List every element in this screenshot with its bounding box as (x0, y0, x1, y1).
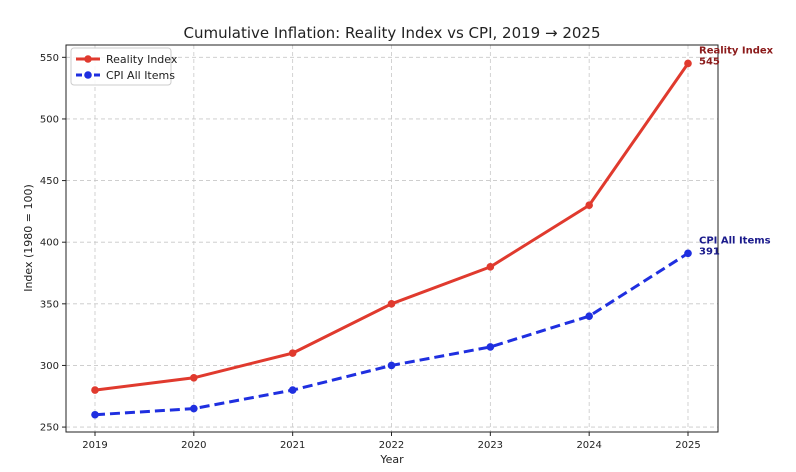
data-point-reality-index-2023 (486, 263, 495, 271)
end-label-cpi-all-items: CPI All Items (699, 235, 771, 246)
y-tick-label: 300 (40, 361, 59, 372)
data-point-cpi-all-items-2024 (585, 312, 593, 320)
legend-marker-cpi-all-items (84, 71, 92, 79)
x-tick-label: 2025 (675, 440, 700, 451)
series-layer (91, 59, 692, 419)
legend: Reality Index CPI All Items (70, 47, 178, 86)
x-tick-label: 2020 (181, 440, 206, 451)
y-tick-label: 500 (40, 114, 59, 125)
y-tick-label: 350 (40, 299, 59, 310)
end-label-reality-index: Reality Index (699, 45, 774, 56)
data-point-reality-index-2020 (190, 373, 198, 382)
x-tick-label: 2023 (478, 440, 503, 451)
y-tick-label: 250 (40, 423, 59, 434)
plot-frame (65, 44, 719, 433)
x-tick-label: 2019 (82, 440, 107, 451)
data-point-cpi-all-items-2025 (684, 249, 692, 258)
data-point-reality-index-2019 (91, 386, 99, 394)
legend-marker-reality-index (84, 55, 92, 63)
x-tick-label: 2024 (576, 440, 601, 451)
data-point-cpi-all-items-2022 (387, 361, 396, 370)
end-value-reality-index: 545 (699, 56, 720, 67)
data-point-cpi-all-items-2021 (288, 386, 297, 394)
chart-title: Cumulative Inflation: Reality Index vs C… (184, 24, 601, 42)
x-axis-label: Year (379, 453, 404, 466)
data-point-reality-index-2025 (684, 59, 692, 68)
data-point-cpi-all-items-2020 (190, 404, 198, 413)
legend-label-reality-index: Reality Index (106, 53, 178, 66)
x-tick-label: 2021 (280, 440, 305, 451)
data-point-cpi-all-items-2019 (91, 410, 99, 419)
legend-label-cpi-all-items: CPI All Items (106, 69, 175, 82)
y-tick-label: 550 (40, 53, 59, 64)
x-axis: 2019 2020 2021 2022 2023 2024 2025 (82, 432, 701, 451)
end-value-cpi-all-items: 391 (699, 246, 720, 257)
y-tick-label: 450 (40, 176, 59, 187)
y-axis-label: Index (1980 = 100) (22, 184, 35, 292)
data-point-reality-index-2022 (387, 300, 396, 308)
y-axis: 250 300 350 400 450 500 550 (40, 53, 66, 434)
y-tick-label: 400 (40, 238, 59, 249)
data-point-reality-index-2021 (288, 349, 297, 357)
data-point-reality-index-2024 (585, 201, 593, 210)
grid (66, 45, 718, 432)
x-tick-label: 2022 (379, 440, 404, 451)
data-point-cpi-all-items-2023 (486, 343, 495, 351)
